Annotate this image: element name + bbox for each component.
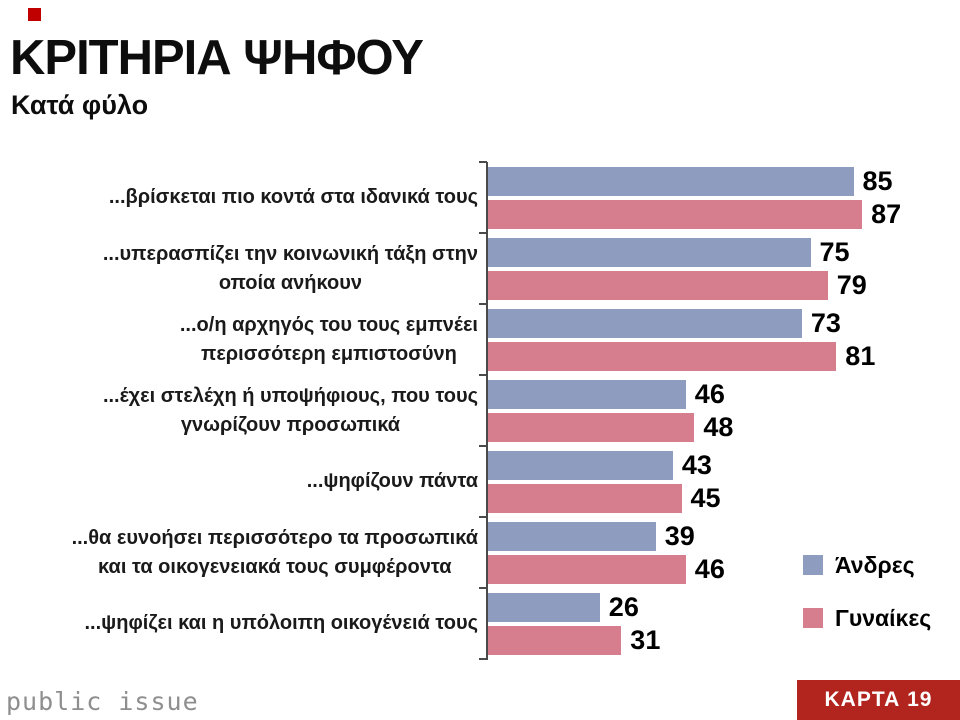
value-label: 87	[871, 199, 902, 229]
value-label: 43	[681, 450, 712, 480]
value-label: 46	[694, 554, 725, 584]
category-label: ...ψηφίζουν πάντα	[306, 470, 478, 493]
category-label: ...βρίσκεται πιο κοντά στα ιδανικά τους	[108, 186, 478, 209]
category-label: ...θα ευνοήσει περισσότερο τα προσωπικά …	[71, 526, 478, 578]
chart-legend: Άνδρες Γυναίκες	[803, 553, 931, 659]
category-label: ...υπερασπίζει την κοινωνική τάξη στην ο…	[102, 242, 478, 294]
bar-men	[488, 451, 673, 480]
value-label: 46	[694, 379, 725, 409]
value-label: 45	[690, 483, 721, 513]
value-label: 39	[664, 521, 695, 551]
bar-women	[488, 484, 682, 513]
chart-row: ...θα ευνοήσει περισσότερο τα προσωπικά …	[0, 517, 960, 588]
value-label: 85	[862, 166, 893, 196]
bar-women	[488, 626, 622, 655]
bar-women	[488, 271, 828, 300]
value-label: 26	[608, 592, 639, 622]
chart-row: ...ψηφίζει και η υπόλοιπη οικογένειά του…	[0, 588, 960, 659]
bar-men	[488, 593, 600, 622]
value-label: 81	[845, 341, 876, 371]
bars-area: 43 45	[488, 446, 960, 517]
legend-item-men: Άνδρες	[803, 553, 931, 577]
value-label: 31	[630, 625, 661, 655]
brand-red-square	[28, 8, 41, 21]
value-label: 48	[703, 412, 734, 442]
women-color-swatch	[803, 608, 823, 628]
value-label: 79	[836, 270, 867, 300]
bar-women	[488, 413, 695, 442]
value-label: 75	[819, 237, 850, 267]
page-subtitle: Κατά φύλο	[11, 90, 149, 120]
category-label: ...ψηφίζει και η υπόλοιπη οικογένειά του…	[84, 612, 479, 635]
bars-area: 85 87	[488, 162, 960, 233]
bars-area: 46 48	[488, 375, 960, 446]
men-color-swatch	[803, 555, 823, 575]
chart-row: ...υπερασπίζει την κοινωνική τάξη στην ο…	[0, 233, 960, 304]
public-issue-logo: public issue	[6, 687, 199, 716]
bar-men	[488, 238, 811, 267]
bars-area: 39 46	[488, 517, 960, 588]
bar-men	[488, 167, 854, 196]
chart-row: ...ο/η αρχηγός του τους εμπνέει περισσότ…	[0, 304, 960, 375]
chart-row: ...έχει στελέχη ή υποψήφιους, που τους γ…	[0, 375, 960, 446]
category-label: ...έχει στελέχη ή υποψήφιους, που τους γ…	[102, 384, 478, 436]
bars-area: 75 79	[488, 233, 960, 304]
bar-chart: ...βρίσκεται πιο κοντά στα ιδανικά τους 8…	[0, 162, 960, 660]
page-title: ΚΡΙΤΗΡΙΑ ΨΗΦΟΥ	[10, 31, 424, 85]
value-label: 73	[810, 308, 841, 338]
chart-row: ...ψηφίζουν πάντα 43 45	[0, 446, 960, 517]
card-number-badge: ΚΑΡΤΑ 19	[797, 680, 960, 720]
bar-men	[488, 522, 656, 551]
bars-area: 73 81	[488, 304, 960, 375]
legend-label-men: Άνδρες	[835, 552, 915, 578]
category-label: ...ο/η αρχηγός του τους εμπνέει περισσότ…	[179, 313, 478, 365]
bars-area: 26 31	[488, 588, 960, 659]
bar-women	[488, 555, 686, 584]
bar-men	[488, 309, 802, 338]
bar-women	[488, 200, 863, 229]
chart-row: ...βρίσκεται πιο κοντά στα ιδανικά τους 8…	[0, 162, 960, 233]
bar-men	[488, 380, 686, 409]
legend-label-women: Γυναίκες	[835, 605, 932, 631]
bar-women	[488, 342, 837, 371]
legend-item-women: Γυναίκες	[803, 606, 931, 630]
